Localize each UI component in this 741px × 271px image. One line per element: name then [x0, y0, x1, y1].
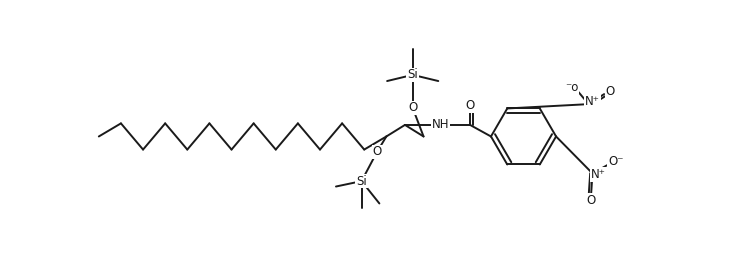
Text: Si: Si	[408, 68, 418, 81]
Text: NH: NH	[432, 118, 449, 131]
Text: Si: Si	[356, 175, 367, 188]
Text: O⁻: O⁻	[608, 155, 623, 168]
Text: O: O	[373, 145, 382, 158]
Text: N⁺: N⁺	[585, 95, 600, 108]
Text: O: O	[408, 101, 417, 114]
Text: O: O	[605, 85, 615, 98]
Text: O: O	[586, 194, 596, 207]
Text: ⁻o: ⁻o	[565, 82, 578, 95]
Text: N⁺: N⁺	[591, 168, 606, 181]
Text: O: O	[465, 99, 475, 112]
